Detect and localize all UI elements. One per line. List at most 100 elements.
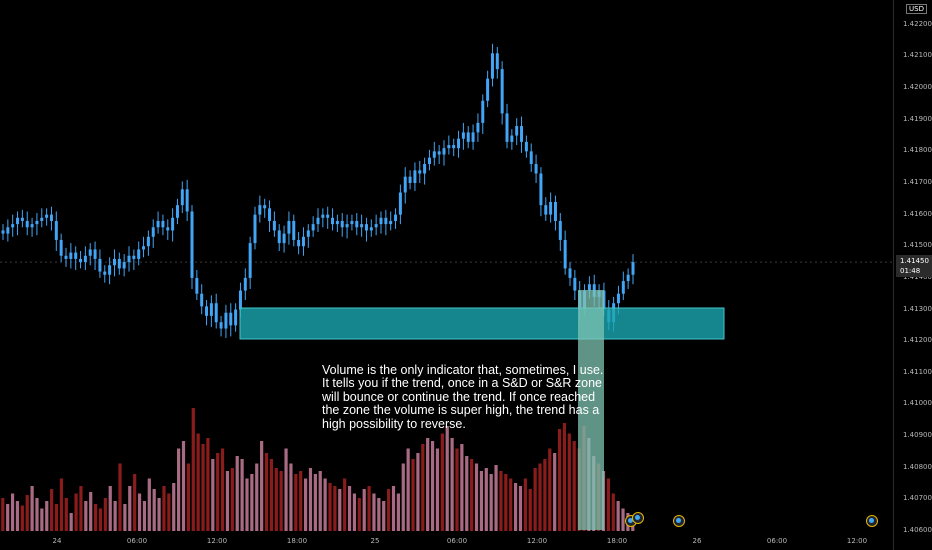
candle[interactable] [69, 252, 73, 259]
candle[interactable] [209, 303, 213, 316]
candle[interactable] [457, 138, 461, 149]
candle[interactable] [108, 265, 112, 275]
candle[interactable] [35, 220, 39, 225]
candle[interactable] [447, 145, 451, 149]
candle[interactable] [54, 220, 58, 240]
price-axis[interactable] [893, 0, 932, 550]
candle[interactable] [127, 255, 131, 263]
candle[interactable] [553, 201, 557, 221]
candle[interactable] [398, 192, 402, 215]
candle[interactable] [161, 220, 165, 228]
candle[interactable] [452, 145, 456, 149]
candle[interactable] [171, 217, 175, 231]
candle[interactable] [587, 284, 591, 291]
candle[interactable] [466, 132, 470, 142]
candle[interactable] [156, 220, 160, 228]
candle[interactable] [175, 205, 179, 218]
candle[interactable] [166, 227, 170, 231]
candle[interactable] [621, 281, 625, 294]
candle[interactable] [568, 268, 572, 278]
candle[interactable] [292, 220, 296, 240]
candle[interactable] [79, 258, 83, 263]
volume-highlight[interactable] [578, 290, 604, 530]
candle[interactable] [297, 239, 301, 247]
candle[interactable] [301, 236, 305, 247]
candle[interactable] [490, 53, 494, 79]
candle[interactable] [243, 277, 247, 291]
candle[interactable] [306, 230, 310, 237]
candle[interactable] [544, 205, 548, 215]
candle[interactable] [122, 262, 126, 269]
candle[interactable] [471, 132, 475, 142]
candle[interactable] [413, 170, 417, 183]
candle[interactable] [64, 255, 68, 259]
candle[interactable] [476, 122, 480, 133]
candle[interactable] [423, 164, 427, 174]
candle[interactable] [277, 230, 281, 244]
candle[interactable] [403, 176, 407, 193]
candle[interactable] [316, 217, 320, 225]
candle[interactable] [112, 258, 116, 266]
candle[interactable] [311, 224, 315, 231]
candle[interactable] [345, 224, 349, 228]
candle[interactable] [626, 274, 630, 282]
candle[interactable] [520, 126, 524, 142]
candle[interactable] [11, 224, 15, 228]
candle[interactable] [461, 132, 465, 139]
candle[interactable] [83, 255, 87, 263]
candle[interactable] [364, 224, 368, 231]
candle[interactable] [234, 309, 238, 326]
candle[interactable] [98, 258, 102, 272]
candle[interactable] [360, 224, 364, 228]
candle[interactable] [137, 249, 141, 259]
candle[interactable] [146, 236, 150, 247]
candle[interactable] [132, 255, 136, 259]
candle[interactable] [59, 239, 63, 256]
candle[interactable] [219, 322, 223, 329]
candle[interactable] [229, 312, 233, 326]
candle[interactable] [195, 277, 199, 294]
news-event-icon[interactable] [866, 515, 878, 527]
candle[interactable] [185, 189, 189, 212]
candle[interactable] [331, 217, 335, 225]
candle[interactable] [350, 220, 354, 225]
candle[interactable] [205, 306, 209, 316]
candle[interactable] [510, 135, 514, 142]
candle[interactable] [151, 227, 155, 237]
candle[interactable] [25, 220, 29, 228]
candle[interactable] [190, 211, 194, 278]
candle[interactable] [394, 214, 398, 221]
candle[interactable] [49, 214, 53, 221]
candle[interactable] [427, 157, 431, 165]
candle[interactable] [505, 113, 509, 142]
candle[interactable] [389, 220, 393, 225]
candle[interactable] [481, 100, 485, 123]
candle[interactable] [442, 148, 446, 155]
candle[interactable] [45, 214, 49, 218]
candle[interactable] [563, 239, 567, 269]
candle[interactable] [335, 220, 339, 225]
candle[interactable] [558, 220, 562, 240]
candle[interactable] [268, 208, 272, 221]
candle[interactable] [287, 220, 291, 234]
candle[interactable] [515, 126, 519, 136]
candle[interactable] [616, 293, 620, 304]
candle[interactable] [549, 201, 553, 215]
candle[interactable] [384, 217, 388, 225]
candle[interactable] [340, 220, 344, 228]
candle[interactable] [486, 78, 490, 101]
candle[interactable] [418, 170, 422, 174]
candle[interactable] [437, 151, 441, 155]
candle[interactable] [529, 151, 533, 165]
candle[interactable] [88, 249, 92, 256]
news-event-icon[interactable] [673, 515, 685, 527]
candle[interactable] [6, 227, 10, 234]
candle[interactable] [326, 214, 330, 218]
candle[interactable] [500, 69, 504, 114]
demand-zone[interactable] [239, 307, 725, 340]
candle[interactable] [1, 230, 5, 234]
candle[interactable] [631, 262, 635, 275]
candle[interactable] [355, 220, 359, 228]
candle[interactable] [272, 220, 276, 231]
candle[interactable] [258, 205, 262, 215]
